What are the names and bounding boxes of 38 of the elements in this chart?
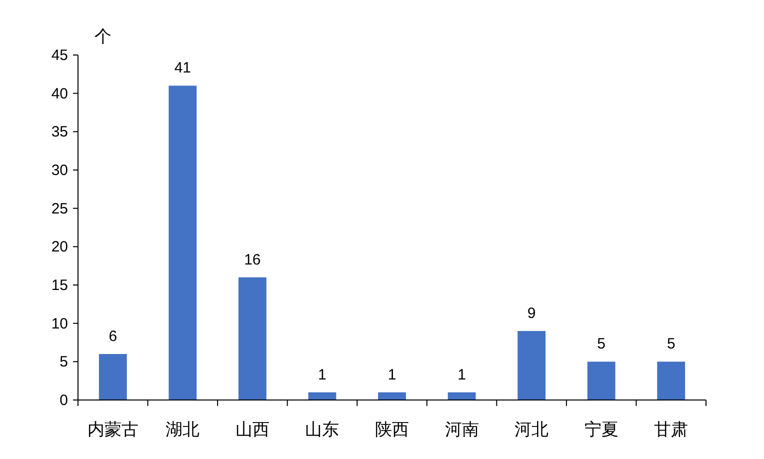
- x-tick-label: 河北: [514, 420, 549, 439]
- bar: [378, 392, 406, 400]
- data-label: 41: [174, 60, 192, 77]
- x-tick-label: 湖北: [166, 420, 200, 439]
- data-label: 16: [244, 251, 261, 268]
- x-tick-label: 山西: [235, 420, 270, 439]
- y-tick-label: 15: [51, 277, 68, 294]
- data-label: 1: [458, 366, 466, 384]
- data-label: 9: [527, 305, 536, 322]
- y-tick-label: 0: [60, 392, 68, 409]
- x-tick-label: 甘肃: [654, 420, 688, 439]
- data-label: 5: [666, 336, 676, 353]
- y-tick-label: 40: [51, 85, 68, 102]
- x-tick-label: 宁夏: [584, 420, 618, 439]
- y-tick-label: 45: [51, 47, 68, 64]
- x-tick-label: 内蒙古: [87, 420, 138, 439]
- data-label: 6: [108, 328, 118, 345]
- bar: [448, 392, 476, 400]
- data-label: 1: [318, 366, 326, 384]
- y-tick-label: 35: [51, 124, 68, 141]
- bar: [657, 362, 686, 400]
- bar: [587, 362, 616, 400]
- y-tick-label: 30: [51, 162, 68, 179]
- x-tick-label: 河南: [444, 420, 479, 439]
- y-tick-label: 25: [51, 200, 68, 218]
- bar: [238, 277, 266, 400]
- data-label: 5: [597, 336, 606, 353]
- y-tick-label: 10: [51, 315, 68, 332]
- x-tick-label: 陕西: [375, 420, 409, 439]
- data-label: 1: [388, 366, 396, 384]
- y-tick-label: 5: [60, 354, 68, 371]
- bar: [308, 392, 336, 400]
- x-tick-label: 山东: [305, 420, 340, 439]
- bar: [518, 331, 546, 400]
- bar: [168, 86, 197, 400]
- y-axis-title: 个: [94, 27, 112, 46]
- y-tick-label: 20: [51, 238, 68, 256]
- bar: [98, 354, 127, 400]
